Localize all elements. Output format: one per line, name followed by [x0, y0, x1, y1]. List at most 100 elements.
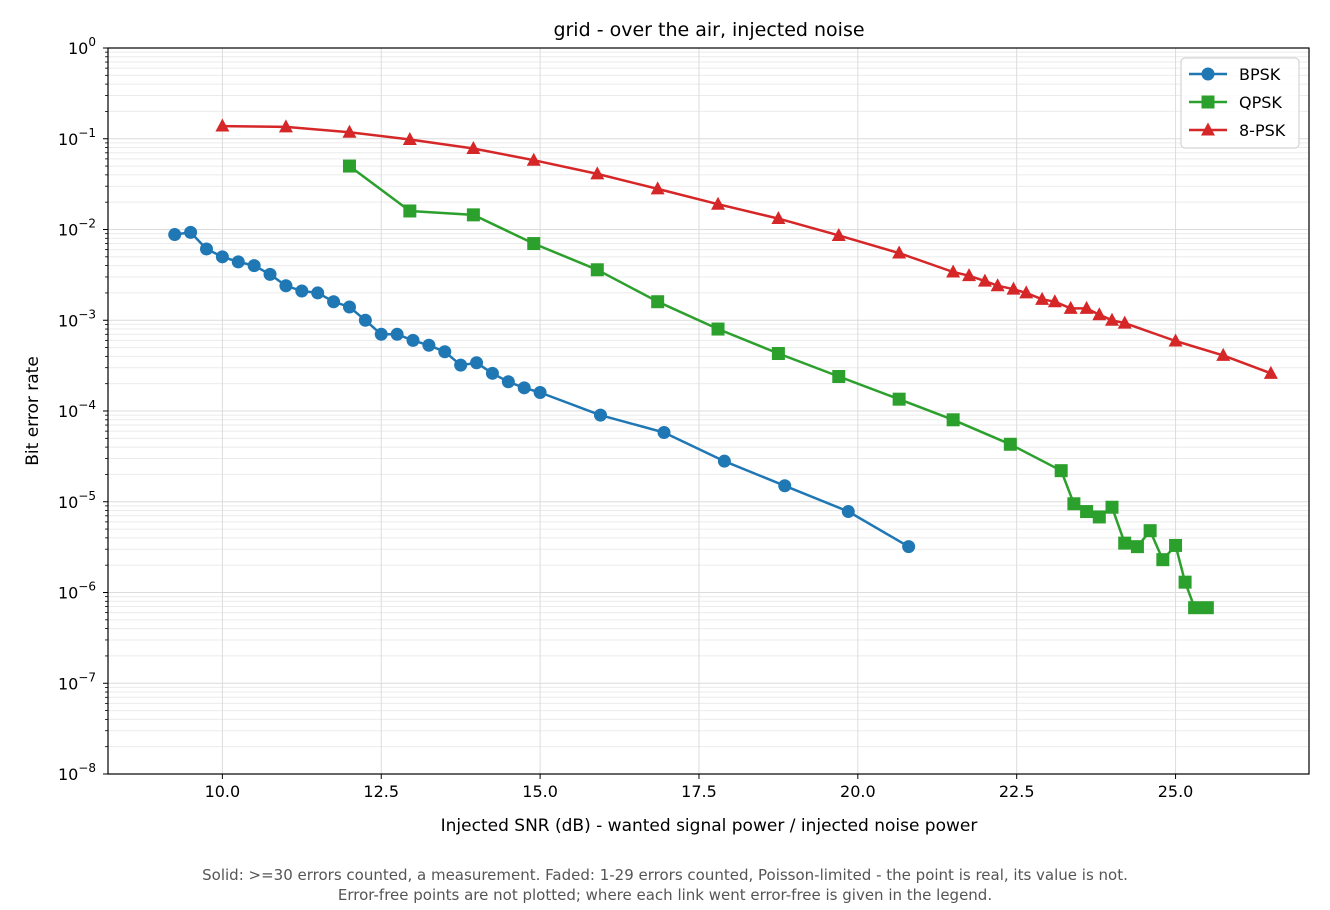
data-point: [358, 313, 372, 327]
data-point: [1130, 540, 1144, 554]
data-point: [1105, 312, 1120, 326]
data-point: [327, 295, 341, 309]
footnote-line-2: Error-free points are not plotted; where…: [337, 886, 993, 904]
data-point: [466, 208, 480, 222]
data-point: [593, 408, 607, 422]
x-tick-label: 10.0: [205, 782, 241, 801]
chart-title: grid - over the air, injected noise: [553, 19, 864, 41]
data-point: [342, 300, 356, 314]
legend-marker: [1201, 122, 1215, 136]
data-point: [892, 392, 906, 406]
data-point: [438, 345, 452, 359]
data-point: [711, 196, 726, 210]
legend-marker: [1201, 95, 1215, 109]
legend-item: BPSK: [1189, 65, 1281, 84]
data-point: [1143, 524, 1157, 538]
data-point: [832, 369, 846, 383]
data-point: [1063, 300, 1078, 314]
data-point: [717, 454, 731, 468]
data-point: [1067, 497, 1081, 511]
y-tick-label: 10−5: [58, 489, 96, 512]
data-point: [946, 413, 960, 427]
x-tick-label: 12.5: [363, 782, 399, 801]
legend-label: BPSK: [1239, 65, 1281, 84]
data-point: [342, 124, 357, 138]
data-series: [168, 118, 1278, 615]
y-tick-label: 10−1: [58, 126, 96, 149]
data-point: [778, 479, 792, 493]
series-line: [222, 124, 1272, 375]
data-point: [771, 347, 785, 361]
data-point: [1200, 601, 1214, 615]
data-point: [533, 385, 547, 399]
data-point: [1003, 437, 1017, 451]
data-point: [406, 333, 420, 347]
data-point: [1216, 347, 1231, 361]
legend-item: 8-PSK: [1189, 121, 1286, 140]
data-point: [771, 211, 786, 225]
series-line: [348, 165, 1208, 609]
data-point: [902, 540, 916, 554]
data-point: [215, 250, 229, 264]
data-point: [517, 381, 531, 395]
data-point: [1105, 500, 1119, 514]
data-point: [650, 181, 665, 195]
data-point: [1263, 365, 1278, 379]
data-point: [1054, 464, 1068, 478]
data-point: [168, 228, 182, 242]
series-8-psk: [215, 118, 1278, 379]
data-point: [402, 132, 417, 146]
x-tick-label: 25.0: [1158, 782, 1194, 801]
data-point: [422, 338, 436, 352]
data-point: [215, 118, 230, 132]
series-bpsk: [168, 225, 916, 554]
data-point: [590, 263, 604, 277]
data-point: [590, 166, 605, 180]
data-point: [1092, 307, 1107, 321]
legend-item: QPSK: [1189, 93, 1282, 112]
legend: BPSK QPSK 8-PSK: [1180, 57, 1300, 149]
data-point: [470, 356, 484, 370]
data-point: [527, 237, 541, 251]
data-point: [1047, 294, 1062, 308]
data-point: [1168, 333, 1183, 347]
data-point: [403, 204, 417, 218]
data-point: [231, 255, 245, 269]
data-point: [1092, 510, 1106, 524]
data-point: [977, 273, 992, 287]
data-point: [311, 286, 325, 300]
footnote-line-1: Solid: >=30 errors counted, a measuremen…: [202, 866, 1128, 884]
data-point: [1079, 300, 1094, 314]
data-point: [946, 264, 961, 278]
data-point: [990, 278, 1005, 292]
data-point: [526, 152, 541, 166]
y-tick-label: 10−2: [58, 217, 96, 240]
data-point: [841, 505, 855, 519]
series-qpsk: [342, 159, 1214, 615]
data-point: [651, 295, 665, 309]
data-point: [1035, 291, 1050, 305]
y-tick-label: 10−3: [58, 307, 96, 330]
y-tick-label: 10−8: [58, 761, 96, 784]
data-point: [279, 279, 293, 293]
data-point: [892, 245, 907, 259]
y-tick-label: 100: [68, 35, 96, 58]
x-tick-label: 20.0: [840, 782, 876, 801]
data-point: [1117, 315, 1132, 329]
data-point: [1019, 285, 1034, 299]
data-point: [278, 119, 293, 133]
legend-label: QPSK: [1239, 93, 1282, 112]
x-tick-label: 15.0: [522, 782, 558, 801]
axes: 10.0 12.5 15.0 17.5 20.0 22.5 25.0 100 10−1 10−2 1…: [58, 35, 1310, 801]
data-point: [1188, 601, 1202, 615]
data-point: [1169, 538, 1183, 552]
legend-marker: [1201, 67, 1215, 81]
data-point: [1080, 505, 1094, 519]
data-point: [247, 259, 261, 273]
data-point: [831, 227, 846, 241]
x-tick-label: 17.5: [681, 782, 717, 801]
data-point: [485, 366, 499, 380]
y-tick-label: 10−6: [58, 580, 96, 603]
legend-label: 8-PSK: [1239, 121, 1286, 140]
